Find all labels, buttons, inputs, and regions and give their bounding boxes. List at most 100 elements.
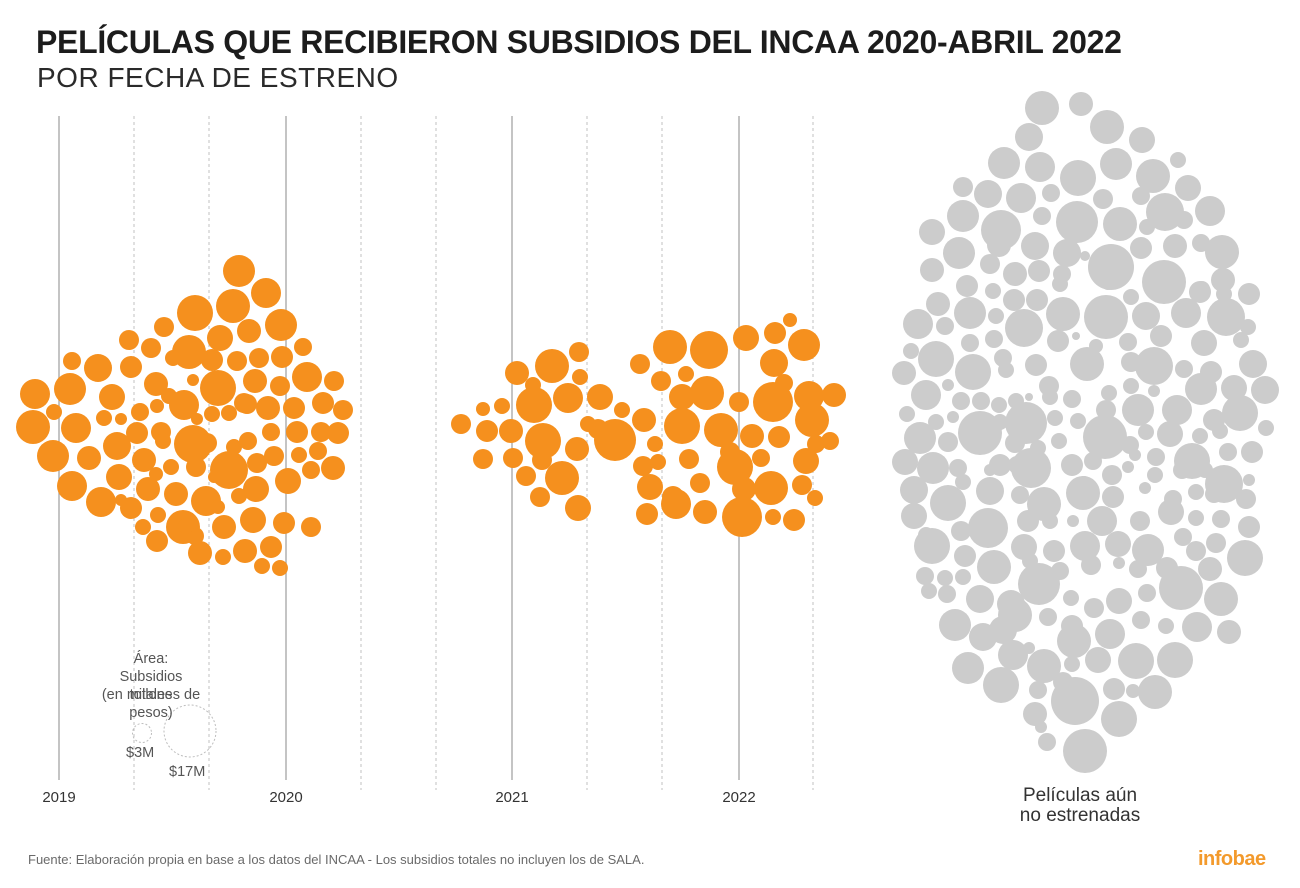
released-film-bubble: [251, 278, 281, 308]
unreleased-film-bubble: [953, 177, 973, 197]
unreleased-film-bubble: [926, 292, 950, 316]
unreleased-film-bubble: [991, 397, 1007, 413]
released-film-bubble: [291, 447, 307, 463]
unreleased-film-bubble: [1015, 123, 1043, 151]
unreleased-film-bubble: [1096, 400, 1116, 420]
released-film-bubble: [256, 396, 280, 420]
x-tick-label: 2020: [269, 789, 303, 806]
released-film-bubble: [249, 348, 269, 368]
brand-logo: infobae: [1198, 848, 1266, 870]
unreleased-film-bubble: [903, 309, 933, 339]
unreleased-film-bubble: [952, 392, 970, 410]
released-film-bubble: [752, 449, 770, 467]
unreleased-film-bubble: [1028, 260, 1050, 282]
released-film-bubble: [155, 433, 171, 449]
unreleased-film-bubble: [1049, 340, 1059, 350]
released-film-bubble: [286, 421, 308, 443]
released-film-bubble: [119, 330, 139, 350]
unreleased-film-bubble: [1221, 375, 1247, 401]
unreleased-film-bubble: [1025, 393, 1033, 401]
released-film-bubble: [234, 393, 254, 413]
released-film-bubble: [525, 423, 561, 459]
released-film-bubble: [451, 414, 471, 434]
released-film-bubble: [572, 369, 588, 385]
unreleased-film-bubble: [1018, 563, 1060, 605]
unreleased-film-bubble: [1003, 262, 1027, 286]
released-film-bubble: [775, 374, 793, 392]
unreleased-film-bubble: [952, 652, 984, 684]
legend-label-subsidies: Subsidios totales: [119, 669, 183, 703]
unreleased-film-bubble: [1219, 443, 1237, 461]
unreleased-film-bubble: [1135, 347, 1173, 385]
unreleased-label-line2: no estrenadas: [1019, 805, 1141, 826]
unreleased-film-bubble: [918, 341, 954, 377]
released-film-bubble: [614, 402, 630, 418]
unreleased-film-bubble: [1067, 515, 1079, 527]
unreleased-film-bubble: [951, 521, 971, 541]
unreleased-film-bubble: [1132, 302, 1160, 330]
released-film-bubble: [163, 459, 179, 475]
released-film-bubble: [292, 362, 322, 392]
released-film-bubble: [580, 416, 596, 432]
released-film-bubble: [16, 410, 50, 444]
unreleased-film-bubble: [892, 361, 916, 385]
released-film-bubble: [254, 558, 270, 574]
released-film-bubble: [516, 387, 552, 423]
released-film-bubble: [679, 449, 699, 469]
unreleased-film-bubble: [1222, 395, 1258, 431]
released-film-bubble: [505, 361, 529, 385]
unreleased-film-bubble: [972, 392, 990, 410]
unreleased-film-bubble: [1005, 433, 1025, 453]
released-film-bubble: [99, 384, 125, 410]
unreleased-film-bubble: [1090, 110, 1124, 144]
released-film-bubble: [86, 487, 116, 517]
unreleased-film-bubble: [1039, 608, 1057, 626]
released-film-bubble: [690, 376, 724, 410]
chart-subtitle: POR FECHA DE ESTRENO: [37, 62, 399, 93]
released-film-bubble: [473, 449, 493, 469]
unreleased-film-bubble: [911, 380, 941, 410]
released-film-bubble: [569, 342, 589, 362]
unreleased-film-bubble: [1023, 642, 1035, 654]
unreleased-film-bubble: [985, 283, 1001, 299]
released-film-bubble: [126, 422, 148, 444]
released-film-bubble: [186, 457, 206, 477]
unreleased-film-bubble: [998, 598, 1032, 632]
unreleased-film-bubble: [1238, 283, 1260, 305]
x-tick-label: 2021: [495, 789, 529, 806]
released-film-bubble: [653, 330, 687, 364]
unreleased-film-bubble: [917, 452, 949, 484]
unreleased-film-bubble: [1205, 235, 1239, 269]
source-note: Fuente: Elaboración propia en base a los…: [28, 852, 645, 867]
released-film-bubble: [503, 448, 523, 468]
unreleased-film-bubble: [1053, 239, 1081, 267]
unreleased-film-bubble: [1123, 378, 1139, 394]
released-film-bubble: [226, 439, 242, 455]
unreleased-film-bubble: [1095, 619, 1125, 649]
released-film-bubble: [321, 456, 345, 480]
released-film-bubble: [821, 432, 839, 450]
released-film-bubble: [768, 426, 790, 448]
released-film-bubble: [516, 466, 536, 486]
unreleased-film-bubble: [1146, 193, 1184, 231]
unreleased-film-bubble: [954, 297, 986, 329]
unreleased-film-bubble: [1084, 452, 1102, 470]
unreleased-film-bubble: [988, 147, 1020, 179]
released-film-bubble: [132, 448, 156, 472]
released-film-bubble: [637, 474, 663, 500]
unreleased-film-bubble: [1027, 487, 1061, 521]
unreleased-film-bubble: [1051, 433, 1067, 449]
unreleased-film-bubble: [899, 406, 915, 422]
unreleased-film-bubble: [1102, 278, 1114, 290]
released-film-bubble: [103, 432, 131, 460]
unreleased-film-bubble: [1063, 729, 1107, 773]
unreleased-film-bubble: [1174, 528, 1192, 546]
legend-label-area: Área:: [133, 651, 169, 667]
released-film-bubble: [243, 476, 269, 502]
released-film-bubble: [243, 369, 267, 393]
unreleased-film-bubble: [1239, 350, 1267, 378]
unreleased-film-bubble: [1064, 656, 1080, 672]
unreleased-film-bubble: [1189, 281, 1211, 303]
unreleased-film-bubble: [1063, 390, 1081, 408]
